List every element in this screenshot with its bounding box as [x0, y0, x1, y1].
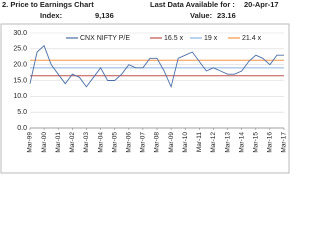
- y-tick-label: 15.0: [13, 77, 27, 84]
- x-tick-label: Mar-12: [210, 132, 217, 153]
- x-tick-label: Mar-06: [125, 132, 132, 153]
- x-tick-label: Mar-05: [111, 132, 118, 153]
- x-tick-label: Mar-17: [281, 132, 288, 153]
- legend-label: 21.4 x: [242, 35, 262, 42]
- index-label: Index:: [40, 11, 62, 20]
- title: 2. Price to Earnings Chart: [2, 0, 94, 9]
- y-tick-label: 30.0: [13, 30, 27, 37]
- x-tick-label: Mar-09: [168, 132, 175, 153]
- x-tick-label: Mar-01: [55, 132, 62, 153]
- x-tick-label: Mar-99: [27, 132, 34, 153]
- chart-frame: [0, 23, 290, 174]
- x-tick-label: Mar-15: [252, 132, 259, 153]
- legend-label: 19 x: [204, 35, 218, 42]
- x-tick-label: Mar-07: [140, 132, 147, 153]
- y-tick-label: 10.0: [13, 93, 27, 100]
- x-tick-label: Mar-16: [267, 132, 274, 153]
- line-series: [29, 44, 284, 89]
- last-date: 20-Apr-17: [244, 0, 279, 9]
- x-tick-label: Mar-10: [182, 132, 189, 153]
- y-tick-label: 25.0: [13, 46, 27, 53]
- y-tick-label: 5.0: [17, 109, 27, 116]
- x-tick-label: Mar-11: [196, 132, 203, 152]
- x-tick-label: Mar-04: [97, 132, 104, 153]
- x-tick-label: Mar-00: [41, 132, 48, 153]
- index-value: 9,136: [95, 11, 114, 20]
- x-tick-label: Mar-13: [224, 132, 231, 153]
- x-tick-label: Mar-08: [154, 132, 161, 153]
- legend-label: 16.5 x: [164, 35, 184, 42]
- y-tick-label: 20.0: [13, 62, 27, 69]
- x-tick-label: Mar-03: [83, 132, 90, 153]
- last-label: Last Data Available for :: [150, 0, 235, 9]
- value-label: Value:: [190, 11, 212, 20]
- x-tick-label: Mar-14: [238, 132, 245, 153]
- y-tick-label: 0.0: [17, 125, 27, 132]
- legend-label: CNX NIFTY P/E: [80, 35, 130, 42]
- value: 23.16: [217, 11, 236, 20]
- page: 2. Price to Earnings Chart Last Data Ava…: [0, 0, 290, 174]
- x-tick-label: Mar-02: [69, 132, 76, 153]
